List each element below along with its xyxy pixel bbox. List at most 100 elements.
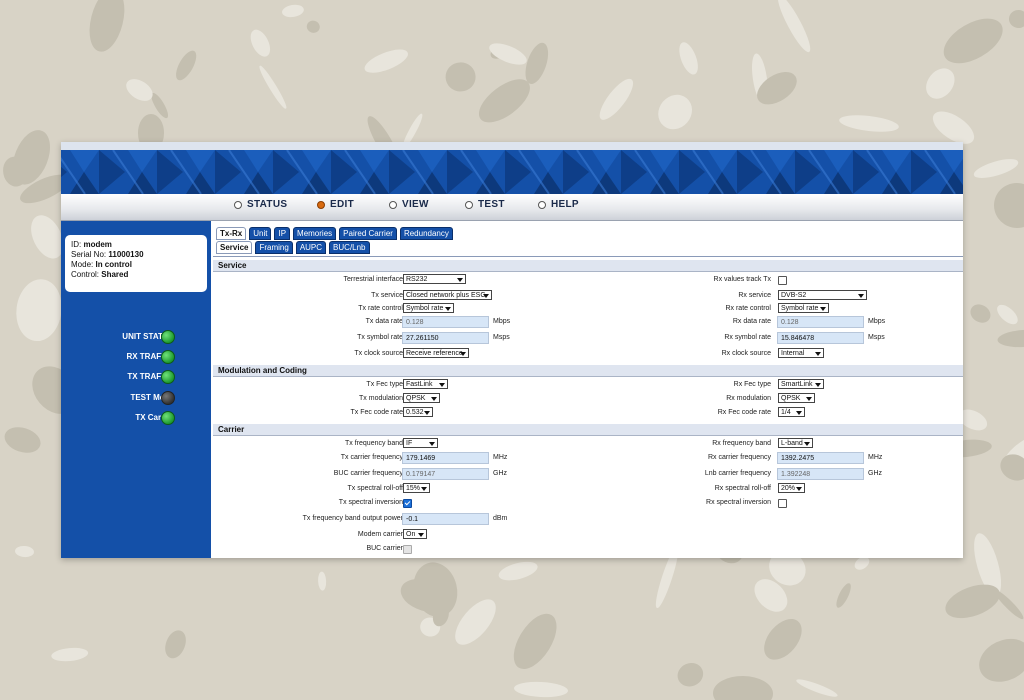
- tx-fec-rate-select[interactable]: 0.532: [403, 407, 433, 417]
- rx-fec-rate-select[interactable]: 1/4: [778, 407, 805, 417]
- tx-band-select[interactable]: IF: [403, 438, 438, 448]
- rx-symbol-rate-field[interactable]: 15.846478: [777, 332, 864, 344]
- lnb-carrier-freq-field[interactable]: 1.392248: [777, 468, 864, 480]
- section-header-service: Service: [213, 260, 963, 272]
- menu-item-test[interactable]: TEST: [465, 199, 505, 210]
- menu-item-help[interactable]: HELP: [538, 199, 579, 210]
- device-id: ID: modem: [71, 240, 112, 249]
- tab-buc-lnb[interactable]: BUC/Lnb: [329, 241, 370, 254]
- rx-carrier-freq-label: Rx carrier frequency: [707, 454, 771, 461]
- tx-data-rate-unit: Mbps: [493, 318, 511, 325]
- camo-blob: [972, 629, 1024, 690]
- tx-modulation-select[interactable]: QPSK: [403, 393, 440, 403]
- section-header-modulation: Modulation and Coding: [213, 365, 963, 377]
- tx-fec-type-label: Tx Fec type: [366, 381, 403, 388]
- tx-inversion-checkbox[interactable]: [403, 499, 412, 508]
- tab-memories[interactable]: Memories: [293, 227, 337, 240]
- camo-blob: [514, 680, 569, 699]
- rx-rate-control-select[interactable]: Symbol rate: [778, 303, 829, 313]
- rx-inversion-checkbox[interactable]: [778, 499, 787, 508]
- lnb-carrier-freq-label: Lnb carrier frequency: [704, 470, 771, 477]
- modem-carrier-select[interactable]: On: [403, 529, 427, 539]
- rx-service-label: Rx service: [738, 292, 771, 299]
- tab-aupc[interactable]: AUPC: [295, 241, 327, 254]
- tab-ip[interactable]: IP: [274, 227, 291, 240]
- menu-item-status[interactable]: STATUS: [234, 199, 287, 210]
- banner-top-strip: [61, 142, 963, 150]
- tx-rate-control-select[interactable]: Symbol rate: [403, 303, 454, 313]
- rx-clock-source-label: Rx clock source: [721, 350, 771, 357]
- tx-output-power-field[interactable]: -0.1: [402, 513, 489, 525]
- camo-blob: [257, 64, 289, 111]
- camo-blob: [838, 112, 900, 136]
- menu-item-edit[interactable]: EDIT: [317, 199, 354, 210]
- indicator-rx-traffic: RX TRAFFIC: [61, 349, 211, 365]
- device-serial: Serial No: 11000130: [71, 250, 144, 259]
- tab-paired-carrier[interactable]: Paired Carrier: [339, 227, 397, 240]
- rx-data-rate-label: Rx data rate: [732, 318, 771, 325]
- camo-blob: [246, 26, 275, 60]
- led-icon: [161, 411, 175, 425]
- camo-blob: [14, 545, 35, 558]
- terrestrial-interface-label: Terrestrial interface: [343, 276, 403, 283]
- led-icon: [161, 350, 175, 364]
- rx-carrier-freq-field[interactable]: 1392.2475: [777, 452, 864, 464]
- tab-service[interactable]: Service: [216, 241, 253, 254]
- indicator-unit-status: UNIT STATUS: [61, 329, 211, 345]
- camo-blob: [12, 276, 66, 344]
- indicator-label: TX TRAFFIC: [127, 372, 174, 381]
- camo-blob: [161, 627, 190, 662]
- tx-fec-type-select[interactable]: FastLink: [403, 379, 448, 389]
- tx-symbol-rate-field[interactable]: 27.261150: [402, 332, 489, 344]
- rx-clock-source-select[interactable]: Internal: [778, 348, 824, 358]
- indicator-label: UNIT STATUS: [122, 332, 174, 341]
- tab-framing[interactable]: Framing: [255, 241, 293, 254]
- tx-rate-control-label: Tx rate control: [358, 305, 403, 312]
- tx-output-power-label: Tx frequency band output power: [302, 515, 403, 522]
- rx-service-select[interactable]: DVB-S2: [778, 290, 867, 300]
- banner-pattern: [61, 150, 963, 194]
- menu-label: STATUS: [247, 199, 288, 210]
- device-control: Control: Shared: [71, 270, 129, 279]
- rx-data-rate-unit: Mbps: [868, 318, 886, 325]
- camo-blob: [361, 45, 411, 78]
- terrestrial-interface-select[interactable]: RS232: [403, 274, 466, 284]
- camo-blob: [504, 606, 565, 677]
- camo-blob: [1007, 9, 1024, 29]
- rx-fec-type-select[interactable]: SmartLink: [778, 379, 824, 389]
- tx-rolloff-select[interactable]: 15%: [403, 483, 430, 493]
- camo-blob: [967, 300, 994, 327]
- tx-carrier-freq-label: Tx carrier frequency: [340, 454, 403, 461]
- main-panel: Tx-Rx Unit IP Memories Paired Carrier Re…: [213, 221, 963, 558]
- tab-unit[interactable]: Unit: [249, 227, 272, 240]
- rx-rolloff-select[interactable]: 20%: [778, 483, 805, 493]
- rx-rolloff-label: Rx spectral roll-off: [714, 485, 771, 492]
- tx-clock-source-select[interactable]: Receive reference: [403, 348, 469, 358]
- rx-modulation-select[interactable]: QPSK: [778, 393, 815, 403]
- rx-fec-type-label: Rx Fec type: [733, 381, 771, 388]
- camo-blob: [317, 571, 327, 591]
- tab-tx-rx[interactable]: Tx-Rx: [216, 227, 247, 240]
- camo-blob: [936, 9, 1011, 73]
- tab-redundancy[interactable]: Redundancy: [399, 227, 453, 240]
- buc-carrier-checkbox[interactable]: [403, 545, 412, 554]
- radio-icon: [317, 200, 325, 209]
- buc-carrier-freq-field[interactable]: 0.179147: [402, 468, 489, 480]
- tx-data-rate-field[interactable]: 0.128: [402, 316, 489, 328]
- modem-carrier-label: Modem carrier: [357, 531, 403, 538]
- rx-track-tx-checkbox[interactable]: [778, 276, 787, 285]
- rx-symbol-rate-label: Rx symbol rate: [724, 334, 771, 341]
- section-header-carrier: Carrier: [213, 424, 963, 436]
- camo-blob: [651, 87, 700, 137]
- tx-carrier-freq-field[interactable]: 179.1469: [402, 452, 489, 464]
- menu-label: EDIT: [330, 199, 354, 210]
- led-icon: [161, 370, 175, 384]
- tx-modulation-label: Tx modulation: [359, 395, 403, 402]
- tx-service-select[interactable]: Closed network plus ESC: [403, 290, 492, 300]
- tx-carrier-freq-unit: MHz: [493, 454, 508, 461]
- radio-icon: [538, 200, 546, 209]
- rx-data-rate-field[interactable]: 0.128: [777, 316, 864, 328]
- menu-item-view[interactable]: VIEW: [389, 199, 429, 210]
- rx-band-select[interactable]: L-band: [778, 438, 813, 448]
- rx-modulation-label: Rx modulation: [726, 395, 771, 402]
